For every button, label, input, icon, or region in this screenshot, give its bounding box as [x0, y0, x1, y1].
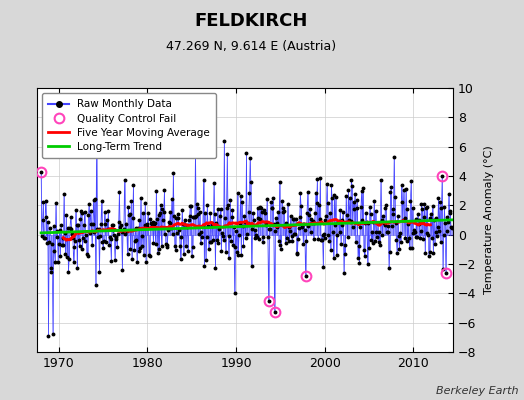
Y-axis label: Temperature Anomaly (°C): Temperature Anomaly (°C)	[484, 146, 494, 294]
Text: Berkeley Earth: Berkeley Earth	[436, 386, 519, 396]
Text: 47.269 N, 9.614 E (Austria): 47.269 N, 9.614 E (Austria)	[167, 40, 336, 53]
Legend: Raw Monthly Data, Quality Control Fail, Five Year Moving Average, Long-Term Tren: Raw Monthly Data, Quality Control Fail, …	[42, 93, 216, 158]
Text: FELDKIRCH: FELDKIRCH	[195, 12, 308, 30]
